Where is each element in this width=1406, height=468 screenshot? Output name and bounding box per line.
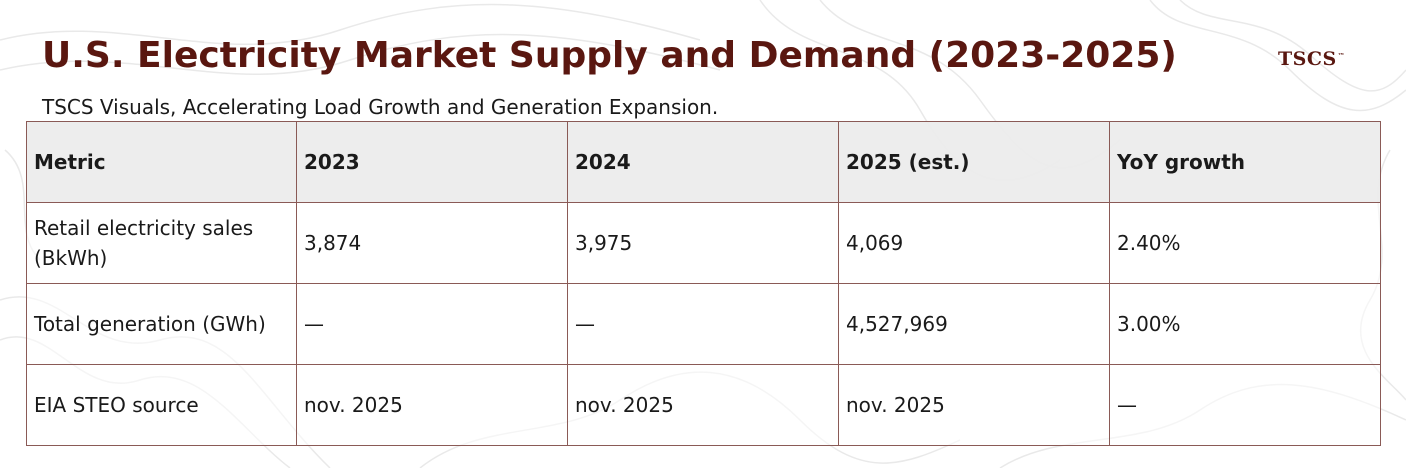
table-cell: nov. 2025 (296, 364, 568, 446)
market-data-table: Metric 2023 2024 2025 (est.) YoY growth … (26, 121, 1381, 446)
table-cell: 2.40% (1109, 202, 1381, 284)
brand-logo: TSCS™ (1278, 48, 1345, 70)
table-cell: nov. 2025 (838, 364, 1110, 446)
trademark-mark: ™ (1337, 50, 1346, 60)
brand-name: TSCS (1278, 48, 1337, 70)
table-cell: 3,874 (296, 202, 568, 284)
column-header: YoY growth (1109, 121, 1381, 203)
table-cell: Total generation (GWh) (26, 283, 297, 365)
column-header: 2025 (est.) (838, 121, 1110, 203)
table-cell: Retail electricity sales (BkWh) (26, 202, 297, 284)
table-row: EIA STEO source nov. 2025 nov. 2025 nov.… (26, 364, 1381, 446)
table-header-row: Metric 2023 2024 2025 (est.) YoY growth (26, 121, 1381, 203)
table-cell: 3.00% (1109, 283, 1381, 365)
table-cell: 3,975 (567, 202, 839, 284)
table-cell: — (1109, 364, 1381, 446)
column-header: 2023 (296, 121, 568, 203)
page-title: U.S. Electricity Market Supply and Deman… (42, 35, 1177, 76)
table-row: Retail electricity sales (BkWh) 3,874 3,… (26, 202, 1381, 284)
subtitle: TSCS Visuals, Accelerating Load Growth a… (42, 95, 719, 119)
column-header: 2024 (567, 121, 839, 203)
table-cell: EIA STEO source (26, 364, 297, 446)
table-cell: — (296, 283, 568, 365)
table-cell: 4,527,969 (838, 283, 1110, 365)
table-cell: 4,069 (838, 202, 1110, 284)
column-header: Metric (26, 121, 297, 203)
table-cell: nov. 2025 (567, 364, 839, 446)
table-row: Total generation (GWh) — — 4,527,969 3.0… (26, 283, 1381, 365)
table-cell: — (567, 283, 839, 365)
